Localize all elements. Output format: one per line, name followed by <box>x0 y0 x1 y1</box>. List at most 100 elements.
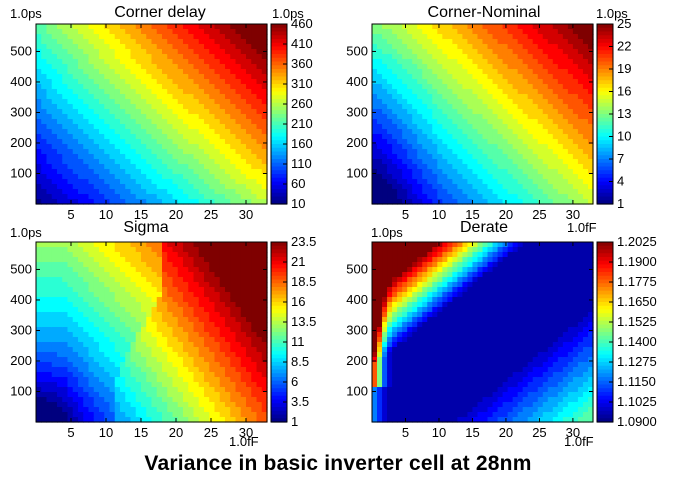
heatmap-cell <box>214 362 221 368</box>
heatmap-cell <box>582 29 589 35</box>
heatmap-cell <box>251 357 258 363</box>
heatmap-cell <box>130 412 137 418</box>
x-tick-label: 30 <box>566 207 580 222</box>
heatmap-cell <box>251 124 258 130</box>
heatmap-cell <box>162 322 168 328</box>
heatmap-cell <box>567 49 574 55</box>
heatmap-cell <box>51 69 58 75</box>
heatmap-cell <box>198 54 205 60</box>
heatmap-cell <box>235 54 242 60</box>
heatmap-cell <box>462 174 469 180</box>
heatmap-cell <box>188 247 195 253</box>
heatmap-cell <box>240 292 247 298</box>
heatmap-cell <box>83 79 90 85</box>
heatmap-cell <box>522 109 529 115</box>
heatmap-cell <box>57 297 63 303</box>
heatmap-cell <box>172 29 179 35</box>
heatmap-cell <box>240 49 247 55</box>
heatmap-cell <box>497 119 504 125</box>
heatmap-cell <box>532 184 539 190</box>
heatmap-cell <box>83 392 90 398</box>
heatmap-cell <box>235 272 242 278</box>
heatmap-cell <box>214 282 221 288</box>
heatmap-cell <box>88 64 95 70</box>
heatmap-cell <box>251 242 258 248</box>
heatmap-cell <box>172 159 179 165</box>
heatmap-cell <box>377 114 383 120</box>
heatmap-cell <box>512 99 519 105</box>
heatmap-cell <box>51 104 58 110</box>
heatmap-cell <box>472 139 479 145</box>
heatmap-cell <box>41 332 48 338</box>
heatmap-cell <box>162 312 168 318</box>
heatmap-cell <box>114 159 121 165</box>
heatmap-cell <box>487 59 494 65</box>
heatmap-cell <box>219 79 226 85</box>
heatmap-cell <box>88 34 95 40</box>
heatmap-cell <box>135 94 142 100</box>
heatmap-cell <box>177 247 184 253</box>
heatmap-cell <box>209 74 216 80</box>
heatmap-cell <box>477 64 484 70</box>
heatmap-cell <box>412 184 418 190</box>
heatmap-cell <box>230 322 237 328</box>
heatmap-cell <box>51 372 58 378</box>
heatmap-cell <box>256 64 263 70</box>
heatmap-cell <box>146 317 153 323</box>
heatmap-cell <box>156 402 163 408</box>
y-tick-label: 100 <box>10 165 32 180</box>
heatmap-cell <box>130 262 137 268</box>
heatmap-cell <box>392 104 398 110</box>
heatmap-cell <box>462 124 469 130</box>
heatmap-cell <box>130 159 137 165</box>
heatmap-cell <box>225 114 231 120</box>
heatmap-cell <box>497 24 504 30</box>
heatmap-cell <box>251 184 258 190</box>
heatmap-cell <box>141 129 147 135</box>
heatmap-cell <box>235 282 242 288</box>
heatmap-cell <box>141 54 147 60</box>
heatmap-cell <box>193 302 200 308</box>
heatmap-cell <box>214 302 221 308</box>
heatmap-cell <box>193 382 200 388</box>
heatmap-cell <box>78 29 84 35</box>
heatmap-cell <box>93 367 100 373</box>
heatmap-cell <box>167 139 174 145</box>
heatmap-cell <box>188 297 195 303</box>
heatmap-cell <box>93 252 100 258</box>
heatmap-cell <box>442 109 448 115</box>
heatmap-cell <box>442 89 448 95</box>
heatmap-cell <box>225 367 231 373</box>
heatmap-cell <box>72 49 79 55</box>
heatmap-cell <box>156 332 163 338</box>
heatmap-cell <box>120 184 126 190</box>
heatmap-cell <box>172 287 179 293</box>
heatmap-cell <box>382 104 388 110</box>
heatmap-cell <box>193 387 200 393</box>
heatmap-cell <box>572 149 579 155</box>
heatmap-cell <box>522 144 529 150</box>
heatmap-cell <box>209 277 216 283</box>
heatmap-cell <box>125 342 132 348</box>
heatmap-cell <box>41 34 48 40</box>
heatmap-cell <box>387 29 393 35</box>
heatmap-cell <box>422 169 428 175</box>
heatmap-cell <box>256 179 263 185</box>
heatmap-cell <box>452 49 458 55</box>
heatmap-cell <box>151 119 158 125</box>
heatmap-cell <box>214 199 221 205</box>
heatmap-cell <box>477 89 484 95</box>
heatmap-cell <box>402 184 408 190</box>
heatmap-cell <box>93 159 100 165</box>
heatmap-cell <box>172 169 179 175</box>
heatmap-cell <box>41 189 48 195</box>
heatmap-cell <box>482 49 489 55</box>
heatmap-cell <box>72 194 79 200</box>
heatmap-cell <box>542 149 549 155</box>
heatmap-cell <box>261 24 268 30</box>
heatmap-cell <box>62 347 69 353</box>
heatmap-cell <box>135 307 142 313</box>
heatmap-cell <box>78 347 84 353</box>
colorbar-segment <box>271 72 287 78</box>
heatmap-cell <box>422 144 428 150</box>
